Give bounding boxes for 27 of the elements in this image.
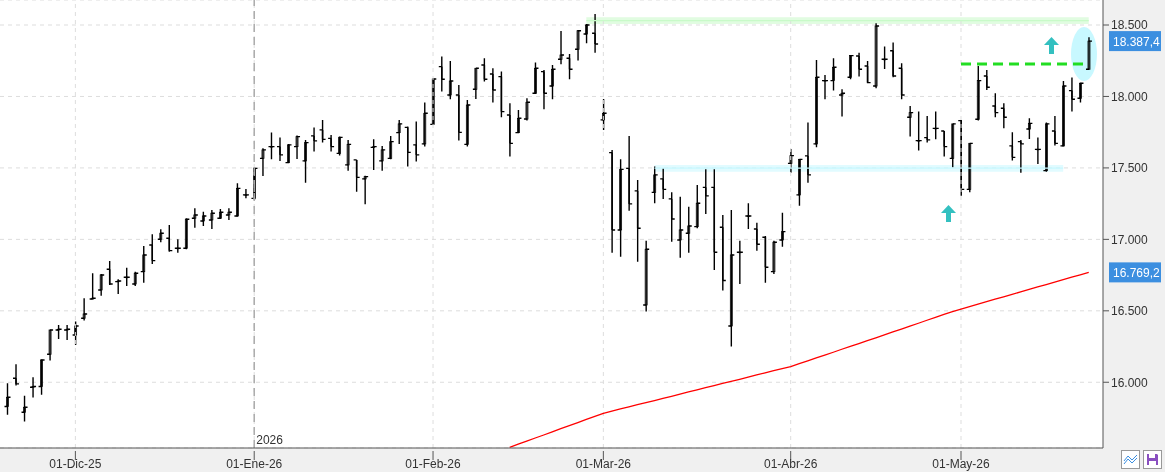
line-series [509,271,1090,448]
y-tick-label: 18.000 [1111,89,1149,104]
candlestick [295,134,299,160]
x-tick-label: 01-May-26 [932,457,991,471]
y-tick-label: 18.500 [1111,18,1149,33]
candlestick [772,239,776,275]
candlestick [48,329,52,362]
x-tick-label: 01-Dic-25 [49,457,102,471]
candlestick [559,30,563,66]
candlestick [227,207,231,221]
y-tick-label: 17.000 [1111,232,1149,247]
x-tick-label: 01-Mar-26 [575,457,632,471]
annotation: 2026 [256,433,284,447]
y-tick-label: 17.500 [1111,161,1149,176]
candlestick [576,29,580,62]
candlestick [261,147,265,177]
y-tick-label: 16.000 [1111,375,1149,390]
x-tick-label: 01-Feb-26 [405,457,462,471]
candlestick [789,148,793,174]
text: 18.387,4 [1113,35,1161,50]
candlestick [525,97,529,122]
candlestick [874,22,878,90]
text: 16.769,2 [1113,266,1161,281]
candlestick [1087,36,1091,71]
x-tick-label: 01-Abr-26 [764,457,818,471]
x-tick-label: 01-Ene-26 [226,457,283,471]
y-tick-label: 16.500 [1111,304,1149,319]
